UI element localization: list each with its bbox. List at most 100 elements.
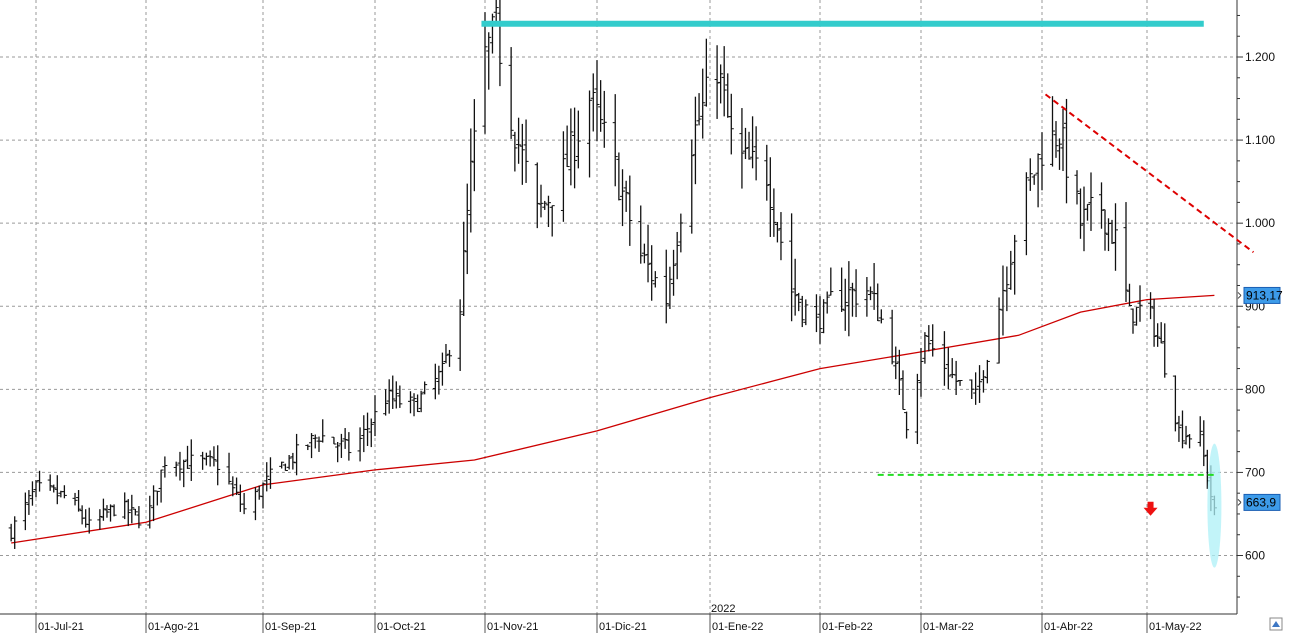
ohlc-bar (996, 297, 1002, 364)
ohlc-bar (868, 286, 873, 301)
ohlc-bar (692, 96, 698, 185)
ohlc-bar (12, 516, 18, 549)
ohlc-bar (342, 428, 348, 449)
ma-value-tag-pointer (1237, 292, 1242, 299)
ohlc-bar (922, 332, 928, 364)
ohlc-bar (316, 436, 322, 452)
ohlc-bar (930, 324, 936, 357)
x-tick-label: 01-May-22 (1149, 621, 1202, 633)
ohlc-bar (764, 144, 770, 201)
ohlc-bar (129, 494, 135, 524)
ohlc-bar (904, 411, 910, 439)
ohlc-bar (33, 480, 39, 498)
ohlc-bar (390, 375, 396, 409)
ohlc-bar (37, 470, 43, 492)
ohlc-bar (926, 325, 932, 352)
ohlc-bar (953, 360, 959, 396)
ohlc-bar (252, 487, 258, 521)
ohlc-bar (267, 457, 273, 489)
ohlc-bar (72, 492, 78, 506)
ohlc-bar (864, 277, 870, 317)
ohlc-bar (338, 433, 344, 458)
last-price-tag-pointer (1237, 499, 1242, 506)
ohlc-bar (309, 433, 315, 459)
ohlc-bar (1064, 98, 1069, 204)
ohlc-bar (725, 73, 731, 118)
ohlc-bar (771, 188, 777, 237)
ohlc-bar (188, 439, 194, 481)
ohlc-bar (383, 389, 389, 416)
moving-average (11, 294, 1215, 544)
ohlc-bar (803, 299, 809, 326)
ohlc-bar (545, 195, 551, 228)
ohlc-bar (8, 523, 14, 542)
ohlc-bar (1172, 375, 1178, 432)
ohlc-bar (26, 490, 32, 515)
ohlc-bar (534, 162, 540, 229)
ohlc-bar (122, 492, 128, 520)
ohlc-bar (703, 38, 709, 107)
ohlc-bar (652, 271, 658, 288)
annotations (481, 20, 1255, 568)
year-label: 2022 (711, 603, 735, 615)
ohlc-bar (1053, 121, 1059, 158)
ohlc-bar (689, 139, 695, 234)
ohlc-bar (598, 80, 604, 132)
ohlc-bar (714, 45, 720, 119)
ohlc-bar (523, 119, 529, 183)
ohlc-bar (601, 90, 607, 148)
ohlc-bar (1057, 138, 1062, 170)
ohlc-bar (226, 452, 232, 485)
ohlc-bar (237, 484, 243, 512)
ohlc-bar (839, 267, 845, 312)
ohlc-bar (1000, 265, 1006, 336)
ohlc-bar (893, 346, 899, 380)
ohlc-bar (305, 444, 311, 451)
ohlc-bar (590, 73, 596, 132)
ohlc-bar (1137, 285, 1143, 322)
ohlc-bar (1201, 420, 1207, 467)
ohlc-bar (1187, 434, 1193, 449)
ohlc-bar (674, 231, 680, 280)
ohlc-bar (1183, 425, 1189, 445)
x-tick-label: 01-Feb-22 (822, 621, 873, 633)
ohlc-bar (519, 123, 525, 185)
ohlc-bar (158, 469, 164, 503)
ohlc-bar (1008, 250, 1014, 290)
ohlc-bar (234, 477, 240, 496)
x-tick-label: 01-Jul-21 (38, 621, 84, 633)
ohlc-bar (1158, 322, 1164, 344)
ohlc-bar (76, 490, 82, 512)
x-tick-label: 01-Oct-21 (377, 621, 426, 633)
ohlc-bar (875, 283, 881, 322)
downtrend-line (1044, 93, 1255, 254)
ohlc-bar (1099, 182, 1104, 229)
ohlc-bar (1151, 298, 1157, 347)
ohlc-bar (774, 222, 780, 243)
x-tick-label: 01-Ene-22 (712, 621, 763, 633)
ohlc-bar (411, 393, 417, 417)
ohlc-bar (418, 390, 424, 413)
ohlc-bar (1039, 132, 1045, 191)
ohlc-bar (796, 292, 802, 312)
ohlc-bar (973, 372, 979, 405)
ohlc-bar (162, 456, 168, 478)
ohlc-bar (821, 299, 827, 334)
ohlc-bar (312, 434, 318, 449)
ohlc-bar (649, 245, 655, 301)
ohlc-bar (1102, 209, 1108, 251)
ohlc-bar (97, 509, 103, 530)
ohlc-bar (365, 412, 371, 446)
ohlc-bar (813, 294, 819, 333)
ohlc-bar (1197, 416, 1203, 447)
ohlc-bar (746, 131, 752, 160)
ohlc-bar (29, 481, 35, 506)
ohlc-bar (181, 459, 187, 488)
ohlc-bar (667, 266, 673, 309)
ohlc-bar (47, 474, 53, 491)
ohlc-bar (1179, 410, 1185, 449)
ohlc-bar (22, 492, 28, 531)
ohlc-bar (230, 476, 236, 497)
ohlc-bar (154, 490, 160, 506)
ohlc-bar (1155, 323, 1161, 347)
